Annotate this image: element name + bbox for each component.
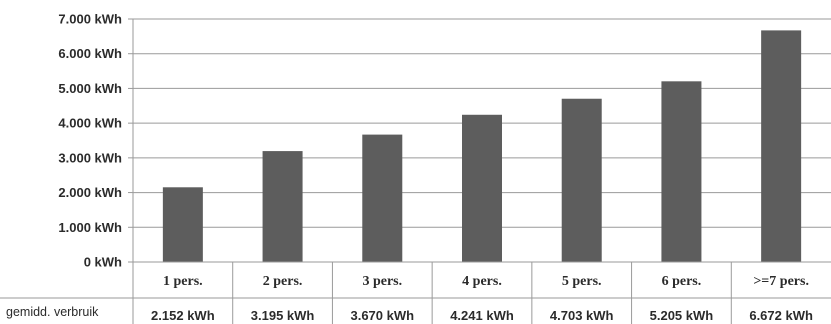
bar bbox=[362, 134, 403, 262]
category-label: >=7 pers. bbox=[753, 274, 809, 289]
y-tick-label: 0 kWh bbox=[84, 255, 122, 270]
bar bbox=[661, 81, 702, 263]
category-label: 5 pers. bbox=[562, 274, 602, 289]
category-label: 2 pers. bbox=[263, 274, 303, 289]
series-row-label: gemidd. verbruik bbox=[6, 305, 99, 319]
category-label: 1 pers. bbox=[163, 274, 203, 289]
data-value-label: 6.672 kWh bbox=[749, 308, 813, 323]
category-label: 4 pers. bbox=[462, 274, 502, 289]
data-value-label: 4.703 kWh bbox=[550, 308, 614, 323]
data-value-label: 5.205 kWh bbox=[650, 308, 714, 323]
category-label: 3 pers. bbox=[362, 274, 402, 289]
y-tick-label: 7.000 kWh bbox=[58, 12, 122, 27]
y-tick-label: 1.000 kWh bbox=[58, 220, 122, 235]
bar bbox=[262, 151, 303, 262]
y-tick-label: 2.000 kWh bbox=[58, 185, 122, 200]
bar bbox=[462, 114, 502, 263]
y-tick-label: 6.000 kWh bbox=[58, 46, 122, 61]
y-tick-label: 3.000 kWh bbox=[58, 150, 122, 165]
bar bbox=[162, 187, 203, 262]
category-label: 6 pers. bbox=[662, 274, 702, 289]
data-value-label: 4.241 kWh bbox=[450, 308, 514, 323]
y-tick-label: 4.000 kWh bbox=[58, 116, 122, 131]
data-value-label: 2.152 kWh bbox=[151, 308, 215, 323]
bar bbox=[761, 30, 802, 262]
bar bbox=[561, 98, 602, 263]
data-value-label: 3.670 kWh bbox=[350, 308, 414, 323]
y-tick-label: 5.000 kWh bbox=[58, 81, 122, 96]
data-value-label: 3.195 kWh bbox=[251, 308, 315, 323]
